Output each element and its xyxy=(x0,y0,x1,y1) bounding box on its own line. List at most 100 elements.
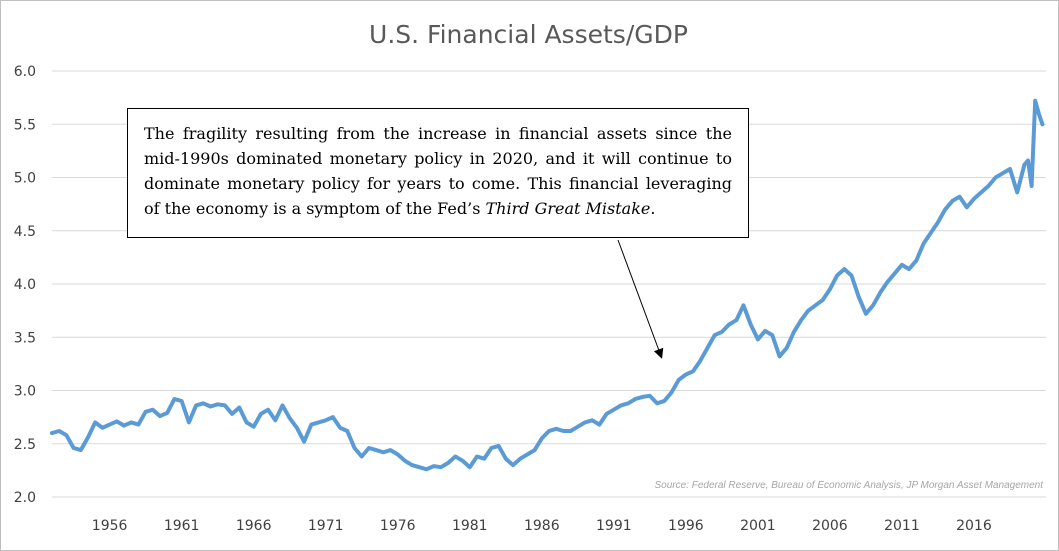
data-point xyxy=(850,274,853,277)
data-point xyxy=(807,309,810,312)
data-point xyxy=(166,412,169,414)
data-point xyxy=(1023,163,1026,166)
data-point xyxy=(677,379,680,381)
data-point xyxy=(382,451,385,454)
annotation-text: The fragility resulting from the increas… xyxy=(144,124,732,218)
x-tick-label: 1976 xyxy=(380,518,416,534)
data-point xyxy=(605,413,608,415)
data-point xyxy=(937,221,939,224)
data-point xyxy=(209,405,212,408)
data-point xyxy=(548,430,550,432)
data-point xyxy=(562,430,565,432)
data-point xyxy=(663,400,666,402)
data-point xyxy=(432,465,435,467)
x-tick-label: 1956 xyxy=(92,518,128,534)
data-point xyxy=(1037,112,1040,115)
data-point xyxy=(577,425,579,428)
annotation-callout: The fragility resulting from the increas… xyxy=(127,108,749,238)
data-point xyxy=(317,421,320,424)
data-point xyxy=(627,402,630,405)
data-point xyxy=(80,449,82,451)
data-point xyxy=(829,288,831,291)
data-point xyxy=(692,370,694,373)
data-point xyxy=(389,449,392,451)
data-point xyxy=(1016,191,1018,194)
data-point xyxy=(274,419,277,422)
arrow-line xyxy=(617,239,664,359)
data-point xyxy=(886,281,889,283)
data-point xyxy=(101,426,104,429)
data-point xyxy=(339,426,341,429)
data-point xyxy=(490,447,493,449)
data-point xyxy=(267,408,269,411)
data-point xyxy=(742,304,745,307)
data-point xyxy=(915,259,918,262)
data-point xyxy=(721,331,723,333)
data-point xyxy=(865,313,867,315)
data-point xyxy=(137,423,140,426)
data-point xyxy=(922,242,925,245)
data-point xyxy=(152,408,154,411)
x-tick-label: 2011 xyxy=(884,518,920,534)
data-point xyxy=(94,421,97,424)
data-point xyxy=(555,428,558,430)
data-point xyxy=(613,408,615,411)
x-axis-tick-labels: 1956 1961 1966 1971 1976 1981 1986 1991 1996 2001… xyxy=(92,518,992,534)
data-point xyxy=(1027,159,1029,162)
data-point xyxy=(685,373,687,376)
data-point xyxy=(231,413,233,415)
data-point xyxy=(980,191,982,194)
y-tick-label: 2.0 xyxy=(14,490,36,506)
data-point xyxy=(1030,185,1033,187)
data-point xyxy=(454,455,457,458)
y-tick-label: 3.5 xyxy=(14,330,36,346)
source-note: Source: Federal Reserve, Bureau of Econo… xyxy=(654,480,1043,491)
data-point xyxy=(173,398,176,400)
data-point xyxy=(360,455,363,458)
data-point xyxy=(569,430,572,432)
data-point xyxy=(994,176,997,179)
x-tick-label: 2016 xyxy=(956,518,992,534)
data-point xyxy=(418,466,421,468)
data-point xyxy=(843,268,846,270)
y-axis-tick-labels: 2.0 2.5 3.0 3.5 4.0 4.5 5.0 5.5 6.0 xyxy=(14,64,36,506)
data-point xyxy=(634,398,637,400)
data-point xyxy=(72,447,75,449)
data-point xyxy=(296,426,298,429)
data-point xyxy=(188,421,190,424)
data-point xyxy=(591,419,594,422)
data-point xyxy=(584,421,586,424)
data-point xyxy=(793,331,795,333)
data-point xyxy=(504,457,507,460)
data-point xyxy=(879,291,882,294)
data-point xyxy=(288,417,291,419)
data-point xyxy=(51,432,53,434)
data-point xyxy=(260,413,262,415)
data-point xyxy=(252,425,255,428)
data-point xyxy=(411,464,413,466)
data-point xyxy=(1034,100,1036,102)
data-point xyxy=(202,402,205,405)
data-point xyxy=(58,430,61,432)
y-tick-label: 4.5 xyxy=(14,224,36,240)
x-tick-label: 2006 xyxy=(812,518,848,534)
data-point xyxy=(281,404,284,407)
data-point xyxy=(728,323,730,326)
data-point xyxy=(396,453,399,456)
data-point xyxy=(526,453,529,456)
data-point xyxy=(821,299,824,301)
data-point xyxy=(872,304,874,307)
x-tick-label: 1971 xyxy=(308,518,344,534)
data-point xyxy=(159,415,161,417)
data-point xyxy=(800,319,802,322)
data-point xyxy=(656,402,658,405)
data-point xyxy=(987,185,990,187)
data-point xyxy=(346,430,349,432)
data-point xyxy=(620,404,622,407)
data-point xyxy=(116,420,118,423)
data-point xyxy=(519,457,521,460)
data-point xyxy=(1001,172,1004,175)
data-point xyxy=(353,447,356,449)
